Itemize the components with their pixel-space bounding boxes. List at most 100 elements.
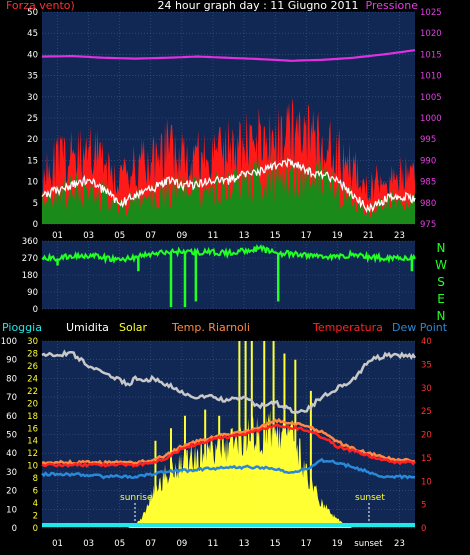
direction-tick-label: 0 [33,305,38,315]
temperature-tick-label: 5 [421,501,426,511]
solar-tick-label: 18 [27,412,38,422]
hour-tick-label: 09 [176,231,187,241]
hour-tick-label: 05 [114,231,125,241]
wind-direction-line [41,243,416,265]
temperature-tick-label: 20 [421,431,432,441]
hour-tick-label: 21 [363,231,374,241]
humidity-tick-label: 70 [6,393,17,403]
hour-tick-label: 23 [394,231,405,241]
pressure-tick-label: 1005 [420,93,442,103]
solar-tick-label: 24 [27,374,38,384]
humidity-tick-label: 80 [6,374,17,384]
solar-tick-label: 28 [27,349,38,359]
chart-title: 24 hour graph day : 11 Giugno 2011 [157,0,358,12]
compass-south: S [437,275,445,289]
solar-tick-label: 14 [27,437,38,447]
hour-tick-label: 17 [301,539,312,549]
hour-tick-label: 07 [145,539,156,549]
humidity-tick-label: 30 [6,468,17,478]
temperature-tick-label: 25 [421,407,432,417]
hour-tick-label: 03 [83,231,94,241]
wind-average-area [42,150,415,224]
solar-tick-label: 4 [33,499,38,509]
compass-north: N [437,241,446,255]
wind-speed-tick-label: 40 [27,50,38,60]
humidity-tick-label: 60 [6,412,17,422]
temperature-tick-label: 10 [421,477,432,487]
hour-tick-label: 11 [208,231,219,241]
hour-tick-label: 13 [239,231,250,241]
wind-speed-line [41,157,416,214]
solar-tick-label: 0 [33,524,38,534]
direction-tick-label: 90 [27,288,38,298]
temperature-tick-label: 15 [421,454,432,464]
wind-speed-tick-label: 10 [27,178,38,188]
wind-speed-tick-label: 35 [27,72,38,82]
hour-tick-label: 01 [52,231,63,241]
compass-east: E [437,292,445,306]
hour-tick-label: 03 [83,539,94,549]
humidity-tick-label: 10 [6,505,17,515]
hour-tick-label: 05 [114,539,125,549]
temperature-tick-label: 0 [421,524,426,534]
wind-speed-tick-label: 15 [27,156,38,166]
humidity-tick-label: 100 [1,337,17,347]
hour-tick-label: 13 [239,539,250,549]
humidity-tick-label: 90 [6,356,17,366]
pressure-label: Pressione [366,0,419,12]
wind-speed-tick-label: 0 [33,220,38,230]
hour-tick-label: 15 [270,539,281,549]
compass-west: W [435,258,447,272]
solar-tick-label: 20 [27,399,38,409]
humidity-tick-label: 0 [12,524,17,534]
temperature-tick-label: 40 [421,337,432,347]
direction-tick-label: 180 [22,271,38,281]
temperature-tick-label: 35 [421,360,432,370]
pressure-tick-label: 980 [420,199,436,209]
pressure-line [42,49,416,62]
hour-tick-label: 07 [145,231,156,241]
solar-tick-label: 10 [27,462,38,472]
pressure-tick-label: 1010 [420,72,442,82]
humidity-tick-label: 50 [6,431,17,441]
wind-speed-tick-label: 30 [27,93,38,103]
solar-tick-label: 30 [27,337,38,347]
wind-speed-tick-label: 25 [27,114,38,124]
hour-tick-label: 19 [332,539,343,549]
hour-tick-label: sunset [354,539,383,549]
hour-tick-label: 11 [208,539,219,549]
wind-speed-tick-label: 50 [27,8,38,18]
compass-north-bottom: N [437,309,446,323]
wind-speed-label: Forza vento) [6,0,75,12]
legend-dew-point: Dew Point [392,321,448,334]
hour-tick-label: 19 [332,231,343,241]
legend-humidity: Umidita [66,321,109,334]
legend-solar: Solar [119,321,148,334]
pressure-tick-label: 975 [420,220,436,230]
humidity-line [41,349,417,414]
pressure-tick-label: 985 [420,178,436,188]
sunrise-label: sunrise [120,493,153,503]
direction-tick-label: 270 [22,254,38,264]
pressure-tick-label: 1020 [420,29,442,39]
hour-tick-label: 23 [394,539,405,549]
solar-tick-label: 26 [27,362,38,372]
wind-direction-panel: 0 90 180 270 360 N W S E N [22,237,447,323]
pressure-tick-label: 1000 [420,114,442,124]
humidity-tick-label: 40 [6,449,17,459]
hour-tick-label: 01 [52,539,63,549]
rain-baseline [42,523,415,527]
hour-tick-label: 09 [176,539,187,549]
sunset-label: sunset [355,493,385,503]
solar-tick-label: 2 [33,512,38,522]
legend: Pioggia Umidita Solar Temp. Riarnoli Tem… [2,321,448,334]
pressure-tick-label: 995 [420,135,436,145]
solar-tick-label: 6 [33,487,38,497]
compass-labels: N W S E N [435,241,447,323]
legend-temperature: Temperatura [312,321,383,334]
hour-tick-label: 17 [301,231,312,241]
wind-speed-tick-label: 20 [27,135,38,145]
wind-speed-tick-label: 5 [33,199,38,209]
wind-speed-tick-label: 45 [27,29,38,39]
